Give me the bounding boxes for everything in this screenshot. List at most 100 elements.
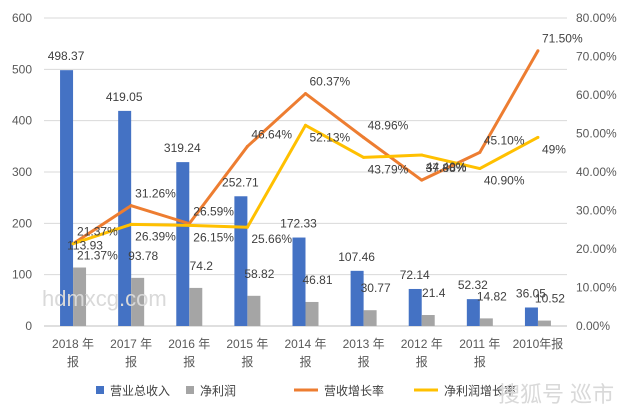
bar (73, 267, 87, 326)
line-point (71, 242, 75, 246)
y-right-tick-label: 60.00% (576, 88, 617, 102)
x-tick-label: 2012 年报 (401, 337, 443, 369)
line-point (304, 123, 307, 127)
y-left-tick-label: 500 (12, 62, 32, 76)
line-value-label: 49% (542, 142, 566, 156)
line-value-label: 21.37% (77, 225, 118, 239)
x-tick-label: 2016 年报 (168, 337, 210, 369)
x-axis: 2018 年报 2017 年报 2016 年报 2015 年报 2014 年报 2013 … (52, 336, 563, 369)
line-value-label: 43.79% (368, 162, 409, 176)
y-left-tick-label: 200 (12, 216, 32, 230)
line-point (245, 144, 249, 148)
x-tick-label: 2015 年报 (226, 337, 268, 369)
bar-value-label: 113.93 (67, 239, 103, 253)
line-point (187, 223, 191, 227)
line-value-label: 31.26% (135, 187, 176, 201)
line-point (536, 135, 540, 139)
line-value-label: 37.88% (426, 161, 467, 175)
left-axis: 0 100 200 300 400 500 600 (12, 11, 32, 333)
y-right-tick-label: 20.00% (576, 242, 617, 256)
line-point (478, 167, 482, 171)
line-value-label: 25.66% (251, 232, 292, 246)
line-value-label: 40.90% (484, 174, 525, 188)
line-value-label: 45.10% (484, 133, 525, 147)
bar (466, 299, 480, 326)
bar (537, 320, 551, 326)
line-point (362, 155, 366, 159)
bar (118, 110, 132, 326)
y-right-tick-label: 40.00% (576, 165, 617, 179)
bar-value-label: 10.52 (535, 292, 565, 306)
y-right-tick-label: 80.00% (576, 11, 617, 25)
bar (408, 288, 422, 326)
y-right-tick-label: 70.00% (576, 50, 617, 64)
bar (60, 70, 74, 326)
bar-value-label: 252.71 (222, 175, 259, 189)
legend-swatch (96, 386, 104, 394)
bar-value-label: 72.14 (400, 268, 430, 282)
bar (189, 287, 203, 326)
line-series (71, 49, 540, 246)
line-point (420, 153, 424, 157)
watermark-text: hdmxcg.com (42, 286, 167, 311)
legend-swatch (186, 386, 194, 394)
bar (292, 237, 306, 326)
bar-value-label: 319.24 (164, 141, 201, 155)
line-value-label: 48.96% (368, 119, 409, 133)
bar-value-label: 172.33 (280, 217, 317, 231)
line-point (129, 222, 133, 226)
x-tick-label: 2014 年报 (284, 337, 326, 369)
legend-label: 净利润 (200, 384, 236, 398)
bar (479, 318, 493, 326)
line-point (536, 49, 540, 53)
line-point (420, 178, 424, 182)
data-labels: 498.37 419.05 319.24 252.71 172.33 107.46 72.1… (48, 32, 583, 306)
y-right-tick-label: 50.00% (576, 127, 617, 141)
y-right-tick-label: 0.00% (576, 319, 610, 333)
line-value-label: 26.39% (135, 229, 176, 243)
bar-value-label: 52.32 (458, 278, 488, 292)
line-value-label: 46.64% (251, 127, 292, 141)
line-point (245, 225, 249, 229)
right-axis: 0.00% 10.00% 20.00% 30.00% 40.00% 50.00% 60.00… (576, 11, 617, 333)
line-point (362, 136, 366, 140)
bar (421, 315, 435, 326)
y-left-tick-label: 300 (12, 165, 32, 179)
bar-value-label: 14.82 (477, 289, 507, 303)
line-point (304, 92, 307, 96)
bar-value-label: 74.2 (190, 259, 214, 273)
line-value-label: 26.59% (193, 205, 234, 219)
line-value-label: 60.37% (310, 75, 351, 89)
legend: 营业总收入 净利润 营收增长率 净利润增长率 (96, 383, 516, 398)
bar (305, 301, 319, 326)
line-value-label: 71.50% (542, 32, 583, 46)
bar (363, 310, 377, 326)
bar-value-label: 58.82 (244, 267, 274, 281)
x-tick-label: 2018 年报 (52, 337, 94, 369)
line-value-label: 26.15% (193, 230, 234, 244)
line-point (478, 150, 482, 154)
bar (131, 277, 145, 326)
y-right-tick-label: 30.00% (576, 204, 617, 218)
y-left-tick-label: 0 (25, 319, 32, 333)
x-tick-label: 2013 年报 (343, 337, 385, 369)
y-right-tick-label: 10.00% (576, 281, 617, 295)
y-left-tick-label: 100 (12, 268, 32, 282)
bar (350, 270, 364, 326)
bar-value-label: 498.37 (48, 49, 85, 63)
y-left-tick-label: 600 (12, 11, 32, 25)
legend-label: 净利润增长率 (444, 383, 516, 398)
bar-series (60, 70, 551, 326)
watermark-text-2: 搜狐号 巡市 (498, 382, 614, 407)
legend-label: 营收增长率 (324, 383, 384, 398)
legend-label: 营业总收入 (110, 384, 170, 398)
bar (176, 162, 190, 326)
series-line (72, 49, 540, 245)
bar-value-label: 46.81 (302, 273, 332, 287)
line-value-label: 52.13% (310, 130, 351, 144)
bar-value-label: 21.4 (422, 286, 446, 300)
y-left-tick-label: 400 (12, 114, 32, 128)
line-value-label: 44.40% (426, 160, 467, 174)
bar-value-label: 93.78 (128, 249, 158, 263)
